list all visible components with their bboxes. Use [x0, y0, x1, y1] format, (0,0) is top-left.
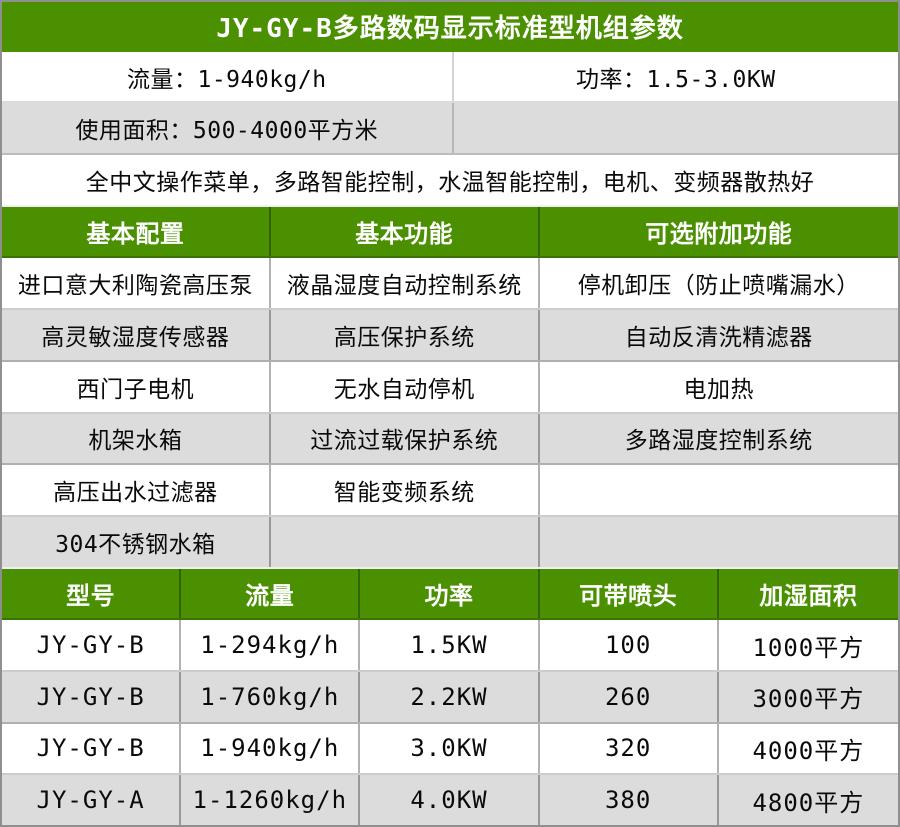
config-cell: 西门子电机	[2, 361, 271, 412]
model-cell: 4000平方	[752, 736, 865, 765]
config-cell: 停机卸压（防止喷嘴漏水）	[577, 273, 860, 300]
spec-row-flow-power: 流量：1-940kg/h 功率：1.5-3.0KW	[2, 51, 898, 104]
model-row: JY-GY-B 1-294kg/h 1.5KW 100 1000平方	[2, 620, 898, 672]
config-row: 高灵敏湿度传感器 高压保护系统 自动反清洗精滤器	[2, 310, 898, 362]
config-row: 高压出水过滤器 智能变频系统	[2, 465, 898, 517]
config-cell: 智能变频系统	[271, 465, 540, 515]
model-cell: 3.0KW	[360, 723, 540, 774]
config-cell: 电加热	[683, 376, 755, 403]
config-cell	[540, 517, 898, 567]
model-row: JY-GY-B 1-760kg/h 2.2KW 260 3000平方	[2, 671, 898, 724]
config-cell: 高灵敏湿度传感器	[2, 310, 271, 360]
model-header-power: 功率	[360, 568, 540, 619]
model-cell: 1.5KW	[360, 620, 540, 670]
spec-flow: 流量：1-940kg/h	[2, 51, 454, 102]
model-header-model: 型号	[2, 568, 182, 619]
model-cell: 1-940kg/h	[181, 723, 361, 774]
spec-power: 功率：1.5-3.0KW	[575, 66, 776, 93]
config-cell: 过流过载保护系统	[271, 413, 540, 464]
spec-area: 使用面积：500-4000平方米	[2, 103, 454, 154]
config-header-basic-config: 基本配置	[2, 206, 271, 257]
title-row: JY-GY-B多路数码显示标准型机组参数	[2, 2, 898, 52]
page-title: JY-GY-B多路数码显示标准型机组参数	[2, 2, 898, 52]
model-header-flow: 流量	[181, 568, 361, 619]
model-cell: 1-294kg/h	[181, 620, 361, 670]
model-cell: 380	[540, 775, 719, 825]
spec-features: 全中文操作菜单，多路智能控制，水温智能控制，电机、变频器散热好	[85, 169, 815, 196]
model-cell: 3000平方	[752, 685, 865, 714]
config-cell: 多路湿度控制系统	[624, 428, 813, 455]
model-cell: 100	[540, 620, 719, 670]
model-header-area: 加湿面积	[759, 581, 858, 610]
config-header-optional-function: 可选附加功能	[645, 220, 793, 249]
model-cell: 320	[540, 723, 719, 774]
model-cell: JY-GY-A	[2, 775, 182, 825]
model-cell: 2.2KW	[360, 671, 540, 722]
model-cell: 1000平方	[752, 633, 865, 662]
spec-area-empty	[454, 103, 898, 153]
model-header-row: 型号 流量 功率 可带喷头 加湿面积	[2, 566, 898, 621]
model-cell: 1-760kg/h	[181, 671, 361, 722]
model-cell: JY-GY-B	[2, 620, 182, 670]
config-row: 西门子电机 无水自动停机 电加热	[2, 361, 898, 414]
model-cell: 260	[540, 671, 719, 722]
spec-row-features: 全中文操作菜单，多路智能控制，水温智能控制，电机、变频器散热好	[2, 155, 898, 205]
model-row: JY-GY-A 1-1260kg/h 4.0KW 380 4800平方	[2, 775, 898, 825]
config-cell	[271, 516, 540, 567]
config-cell: 304不锈钢水箱	[2, 516, 271, 567]
config-cell: 高压出水过滤器	[2, 465, 271, 515]
config-cell	[540, 465, 898, 515]
config-cell: 自动反清洗精滤器	[624, 324, 813, 351]
config-cell: 无水自动停机	[271, 361, 540, 412]
model-cell: 1-1260kg/h	[181, 775, 361, 825]
config-cell: 高压保护系统	[271, 310, 540, 360]
config-row: 304不锈钢水箱	[2, 516, 898, 567]
config-row: 进口意大利陶瓷高压泵 液晶湿度自动控制系统 停机卸压（防止喷嘴漏水）	[2, 258, 898, 311]
model-cell: 4.0KW	[360, 775, 540, 825]
config-header-basic-function: 基本功能	[271, 206, 540, 257]
config-cell: 进口意大利陶瓷高压泵	[2, 258, 271, 309]
config-cell: 机架水箱	[2, 413, 271, 464]
model-cell: JY-GY-B	[2, 671, 182, 722]
model-row: JY-GY-B 1-940kg/h 3.0KW 320 4000平方	[2, 723, 898, 776]
config-row: 机架水箱 过流过载保护系统 多路湿度控制系统	[2, 413, 898, 466]
config-header-row: 基本配置 基本功能 可选附加功能	[2, 204, 898, 259]
model-header-nozzles: 可带喷头	[540, 568, 719, 619]
model-cell: 4800平方	[752, 788, 865, 817]
spec-row-area: 使用面积：500-4000平方米	[2, 103, 898, 156]
model-cell: JY-GY-B	[2, 723, 182, 774]
config-cell: 液晶湿度自动控制系统	[271, 258, 540, 309]
